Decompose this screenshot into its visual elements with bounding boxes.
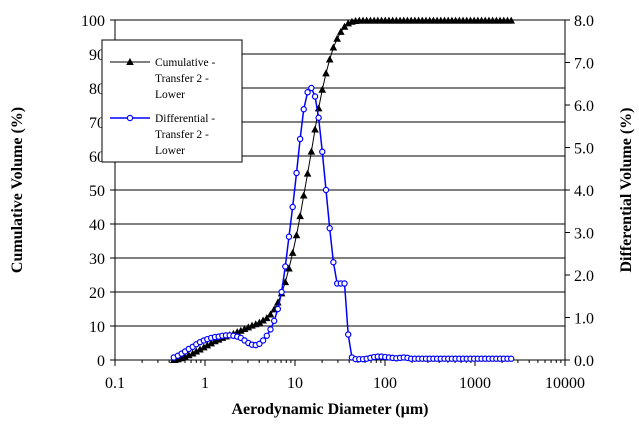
differential-data-point	[344, 331, 352, 338]
y2-tick-label: 1.0	[574, 311, 594, 328]
y2-tick-label: 2.0	[574, 268, 594, 285]
y2-tick-label: 8.0	[574, 13, 594, 30]
differential-data-point	[311, 93, 319, 100]
x-tick-label: 10	[287, 375, 303, 392]
cumulative-data-point	[325, 55, 334, 63]
x-tick-label: 0.1	[105, 375, 125, 392]
y2-tick-label: 5.0	[574, 141, 594, 158]
cumulative-data-point	[262, 314, 271, 322]
legend-label: Differential -	[155, 113, 215, 125]
cumulative-data-point	[299, 191, 308, 199]
legend-marker-circle	[126, 114, 134, 122]
x-tick-label: 10000	[545, 375, 585, 392]
y-tick-label: 30	[89, 251, 105, 268]
series	[169, 16, 515, 363]
differential-data-point	[274, 305, 282, 313]
differential-data-point	[341, 280, 348, 287]
legend-label: Transfer 2 -	[155, 73, 209, 85]
x-tick-label: 100	[373, 375, 397, 392]
differential-data-point	[267, 326, 274, 333]
y-tick-label: 70	[89, 115, 105, 132]
cumulative-data-point	[333, 34, 341, 42]
differential-data-point	[282, 263, 289, 270]
x-tick-label: 1000	[459, 375, 491, 392]
y-tick-label: 20	[89, 285, 105, 302]
cumulative-data-point	[329, 43, 338, 51]
cumulative-data-point	[288, 248, 297, 256]
cumulative-data-point	[318, 85, 327, 93]
differential-data-point	[507, 355, 515, 362]
y2-tick-label: 7.0	[574, 56, 594, 73]
differential-data-point	[278, 288, 285, 296]
y-axis-title: Cumulative Volume (%)	[9, 107, 26, 273]
cumulative-data-point	[196, 345, 204, 353]
differential-data-point	[285, 233, 293, 240]
y-tick-label: 100	[81, 13, 105, 30]
cumulative-data-point	[207, 339, 215, 347]
y2-tick-label: 3.0	[574, 226, 594, 243]
differential-data-point	[319, 148, 326, 155]
legend-marker-triangle	[126, 58, 134, 65]
cumulative-data-point	[311, 125, 319, 133]
cumulative-data-point	[307, 147, 316, 155]
cumulative-data-point	[507, 16, 515, 24]
cumulative-data-point	[192, 347, 201, 355]
y2-tick-label: 0.0	[574, 353, 594, 370]
cumulative-data-point	[296, 212, 304, 220]
y2-tick-label: 6.0	[574, 98, 594, 115]
cumulative-data-point	[188, 349, 197, 357]
differential-data-point	[308, 84, 315, 92]
y-tick-label: 60	[89, 149, 105, 166]
differential-data-point	[263, 332, 270, 339]
cumulative-data-point	[303, 169, 312, 177]
legend-label: Lower	[155, 145, 185, 157]
cumulative-data-point	[203, 341, 212, 349]
differential-data-point	[259, 337, 267, 344]
differential-data-point	[322, 186, 330, 194]
y-tick-label: 90	[89, 47, 105, 64]
differential-data-point	[304, 89, 311, 96]
differential-data-point	[326, 225, 333, 232]
y2-axis-title: Differential Volume (%)	[618, 107, 635, 272]
cumulative-data-point	[285, 264, 293, 272]
legend-label: Lower	[155, 89, 185, 101]
y-tick-label: 10	[89, 319, 105, 336]
cumulative-data-point	[255, 318, 264, 326]
legend-label: Transfer 2 -	[155, 129, 209, 141]
cumulative-data-point	[200, 343, 208, 351]
x-tick-label: 1	[201, 375, 209, 392]
differential-data-point	[330, 259, 337, 266]
legend-label: Cumulative -	[155, 57, 216, 69]
differential-data-point	[293, 169, 300, 177]
differential-data-point	[289, 203, 296, 211]
x-axis-title: Aerodynamic Diameter (µm)	[231, 401, 428, 418]
cumulative-data-point	[266, 310, 275, 318]
differential-data-point	[270, 317, 278, 325]
y-tick-label: 0	[97, 353, 105, 370]
differential-data-point	[315, 114, 322, 121]
cumulative-data-point	[292, 231, 301, 239]
cumulative-data-point	[322, 69, 330, 77]
differential-data-point	[296, 135, 304, 143]
cumulative-data-point	[259, 316, 267, 324]
y-tick-label: 50	[89, 183, 105, 200]
legend-box	[101, 39, 243, 163]
y2-tick-label: 4.0	[574, 183, 594, 200]
y-tick-label: 40	[89, 217, 105, 234]
cumulative-data-point	[337, 27, 345, 35]
differential-data-point	[300, 106, 307, 113]
y-tick-label: 80	[89, 81, 105, 98]
legend: Cumulative - Transfer 2 - Lower Differentia…	[101, 39, 243, 163]
